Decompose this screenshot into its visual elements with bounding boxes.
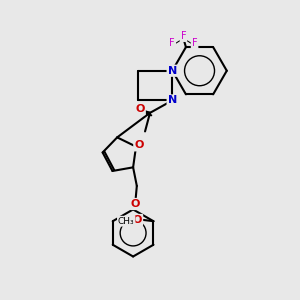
Text: O: O [133,215,142,225]
Text: F: F [181,31,186,41]
Text: O: O [131,199,140,209]
Text: N: N [168,95,177,106]
Text: CH₃: CH₃ [118,217,135,226]
Text: N: N [168,66,177,76]
Text: O: O [134,140,144,150]
Text: O: O [135,104,145,114]
Text: F: F [192,38,197,48]
Text: F: F [169,38,175,48]
